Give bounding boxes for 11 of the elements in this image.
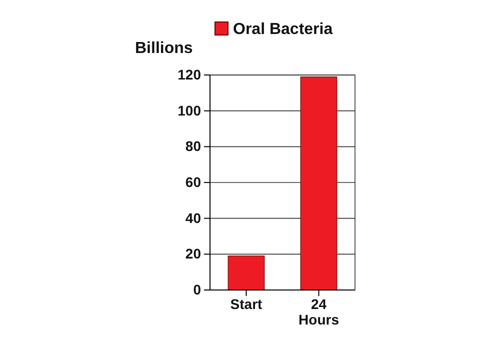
y-tick-label: 60 — [185, 174, 202, 190]
x-tick-label: 24 Hours — [298, 296, 340, 328]
y-tick-label: 0 — [193, 281, 202, 298]
legend-label: Oral Bacteria — [233, 21, 333, 38]
y-tick-label: 20 — [185, 246, 202, 262]
y-tick-label: 40 — [185, 210, 202, 226]
y-tick-label: 100 — [178, 102, 202, 118]
y-tick-label: 120 — [178, 66, 202, 82]
y-tick-label: 80 — [185, 138, 202, 154]
x-tick-label: Start — [230, 296, 263, 312]
y-axis-title: Billions — [135, 40, 193, 57]
